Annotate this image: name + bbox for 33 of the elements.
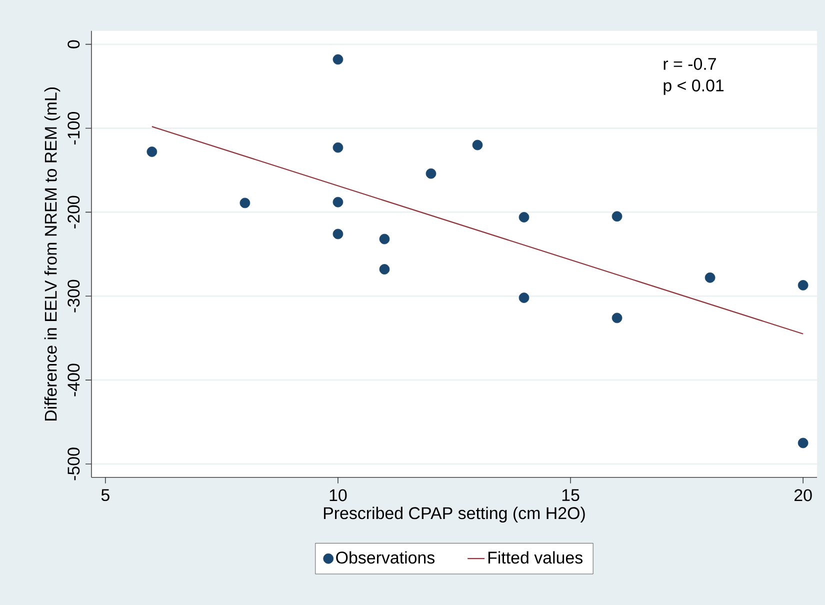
point (612, 312, 622, 324)
y-axis-title: Difference in EELV from NREM to REM (mL) (44, 88, 60, 421)
x-tick-label: 10 (330, 489, 347, 502)
point (240, 198, 250, 208)
x-tick-label: 20 (794, 489, 812, 502)
legend-label: Fitted values (488, 551, 582, 564)
point (332, 54, 344, 65)
y-tick-label: -400 (68, 364, 80, 396)
point (332, 228, 344, 240)
x-axis-title: Prescribed CPAP setting (cm H2O) (324, 506, 585, 523)
y-tick-label: -500 (68, 448, 80, 480)
point (379, 234, 390, 244)
point (518, 292, 530, 303)
y-tick-label: -100 (68, 112, 80, 144)
x-tick-label: 5 (101, 489, 110, 502)
point (472, 140, 483, 150)
point (798, 280, 808, 290)
point (146, 146, 158, 157)
annotation: r = -0.7 (664, 58, 716, 70)
point (379, 264, 390, 274)
point (426, 168, 436, 179)
point (332, 196, 344, 208)
annotation: p < 0.01 (664, 79, 724, 95)
point (798, 438, 808, 448)
y-tick-label: -200 (68, 196, 80, 228)
point (332, 142, 344, 153)
y-tick-label: 0 (68, 40, 80, 48)
y-tick-label: -300 (68, 280, 80, 312)
point (704, 272, 716, 283)
legend-label: Observations (336, 551, 435, 564)
x-tick-label: 15 (562, 489, 580, 502)
point (518, 212, 530, 222)
point (612, 211, 622, 222)
